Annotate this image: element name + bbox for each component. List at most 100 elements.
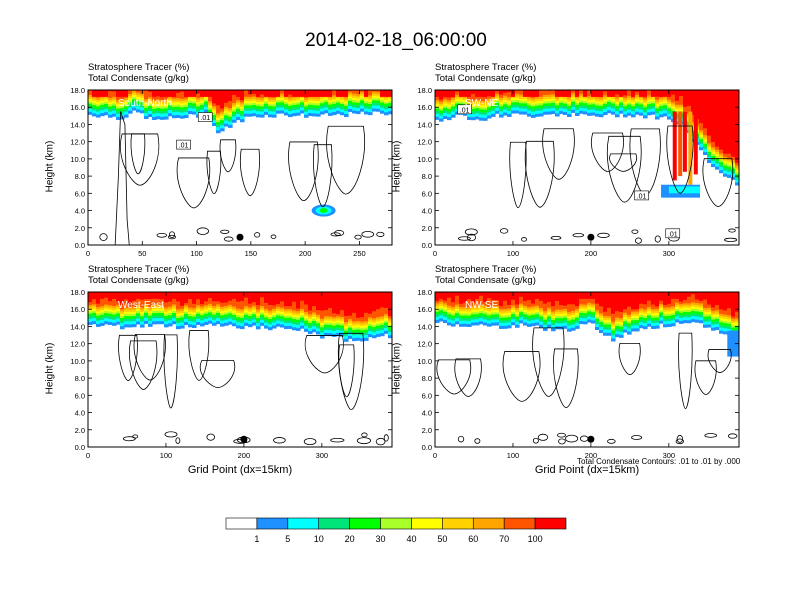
field-cell: [104, 106, 109, 110]
field-cell: [184, 97, 189, 101]
field-cell: [487, 106, 492, 110]
field-cell: [643, 109, 648, 113]
field-cell: [216, 300, 221, 305]
field-cell: [475, 311, 480, 315]
field-cell: [288, 113, 293, 118]
field-cell: [559, 100, 564, 103]
condensate-contour: [176, 157, 211, 209]
field-cell: [384, 97, 389, 100]
field-cell: [535, 321, 540, 326]
field-cell: [356, 326, 361, 330]
field-cell: [376, 327, 381, 331]
field-cell: [507, 103, 512, 106]
tracer-intrusion: [688, 111, 693, 185]
field-cell: [360, 105, 365, 109]
field-cell: [655, 105, 660, 109]
field-cell: [543, 292, 548, 299]
field-cell: [455, 315, 460, 319]
field-cell: [719, 292, 724, 310]
field-cell: [623, 323, 628, 327]
field-cell: [216, 121, 221, 125]
field-cell: [188, 307, 193, 310]
field-cell: [443, 105, 448, 108]
field-cell: [164, 90, 169, 97]
field-cell: [272, 101, 277, 105]
field-cell: [579, 305, 584, 309]
field-cell: [340, 90, 345, 97]
field-cell: [344, 292, 349, 299]
field-cell: [228, 292, 233, 299]
field-cell: [384, 111, 389, 116]
field-cell: [599, 292, 604, 307]
field-cell: [547, 90, 552, 95]
colorbar-label: 60: [468, 534, 478, 544]
field-cell: [368, 328, 373, 332]
field-cell: [192, 292, 197, 304]
field-cell: [551, 90, 556, 95]
field-cell: [475, 90, 480, 97]
field-cell: [543, 98, 548, 102]
field-cell: [443, 313, 448, 317]
field-cell: [372, 334, 377, 339]
condensate-contour: [654, 235, 661, 243]
field-cell: [276, 110, 281, 114]
field-cell: [727, 168, 732, 172]
field-cell: [495, 316, 500, 320]
colorbar-swatch: [411, 517, 443, 530]
field-cell: [88, 315, 93, 319]
field-cell: [92, 104, 97, 108]
field-cell: [128, 303, 133, 308]
field-cell: [547, 307, 552, 310]
field-cell: [212, 307, 217, 311]
field-cell: [188, 318, 193, 322]
field-cell: [719, 322, 724, 326]
field-cell: [511, 107, 516, 111]
field-cell: [603, 94, 608, 98]
field-cell: [691, 130, 696, 134]
field-cell: [603, 311, 608, 316]
field-cell: [735, 171, 739, 175]
panel-2-frame: [434, 89, 740, 246]
field-cell: [104, 292, 109, 298]
field-cell: [340, 333, 345, 337]
field-cell: [507, 90, 512, 93]
field-cell: [364, 327, 369, 330]
field-cell: [148, 298, 153, 308]
field-cell: [487, 109, 492, 113]
field-cell: [196, 318, 201, 322]
field-cell: [156, 312, 161, 316]
field-cell: [467, 101, 472, 105]
field-cell: [679, 108, 684, 112]
field-cell: [276, 101, 281, 106]
field-cell: [316, 110, 321, 114]
field-cell: [176, 325, 181, 330]
field-cell: [108, 101, 113, 105]
field-cell: [515, 90, 520, 94]
field-cell: [188, 95, 193, 99]
field-cell: [611, 332, 616, 336]
field-cell: [232, 116, 237, 120]
field-cell: [575, 99, 580, 103]
field-cell: [128, 107, 133, 111]
field-cell: [611, 337, 616, 342]
field-cell: [204, 101, 209, 105]
field-cell: [723, 322, 728, 326]
field-cell: [479, 310, 484, 314]
field-cell: [372, 324, 377, 328]
field-cell: [463, 99, 468, 103]
field-cell: [619, 110, 624, 114]
field-cell: [280, 309, 285, 313]
condensate-contour: [356, 437, 372, 445]
field-cell: [563, 103, 568, 107]
field-cell: [140, 315, 145, 319]
field-cell: [228, 306, 233, 310]
field-cell: [224, 108, 229, 112]
field-cell: [280, 95, 285, 99]
field-cell: [487, 314, 492, 319]
field-cell: [647, 99, 652, 102]
field-cell: [372, 99, 377, 103]
field-cell: [491, 105, 496, 109]
field-cell: [547, 313, 552, 317]
field-cell: [92, 308, 97, 311]
field-cell: [288, 317, 293, 321]
